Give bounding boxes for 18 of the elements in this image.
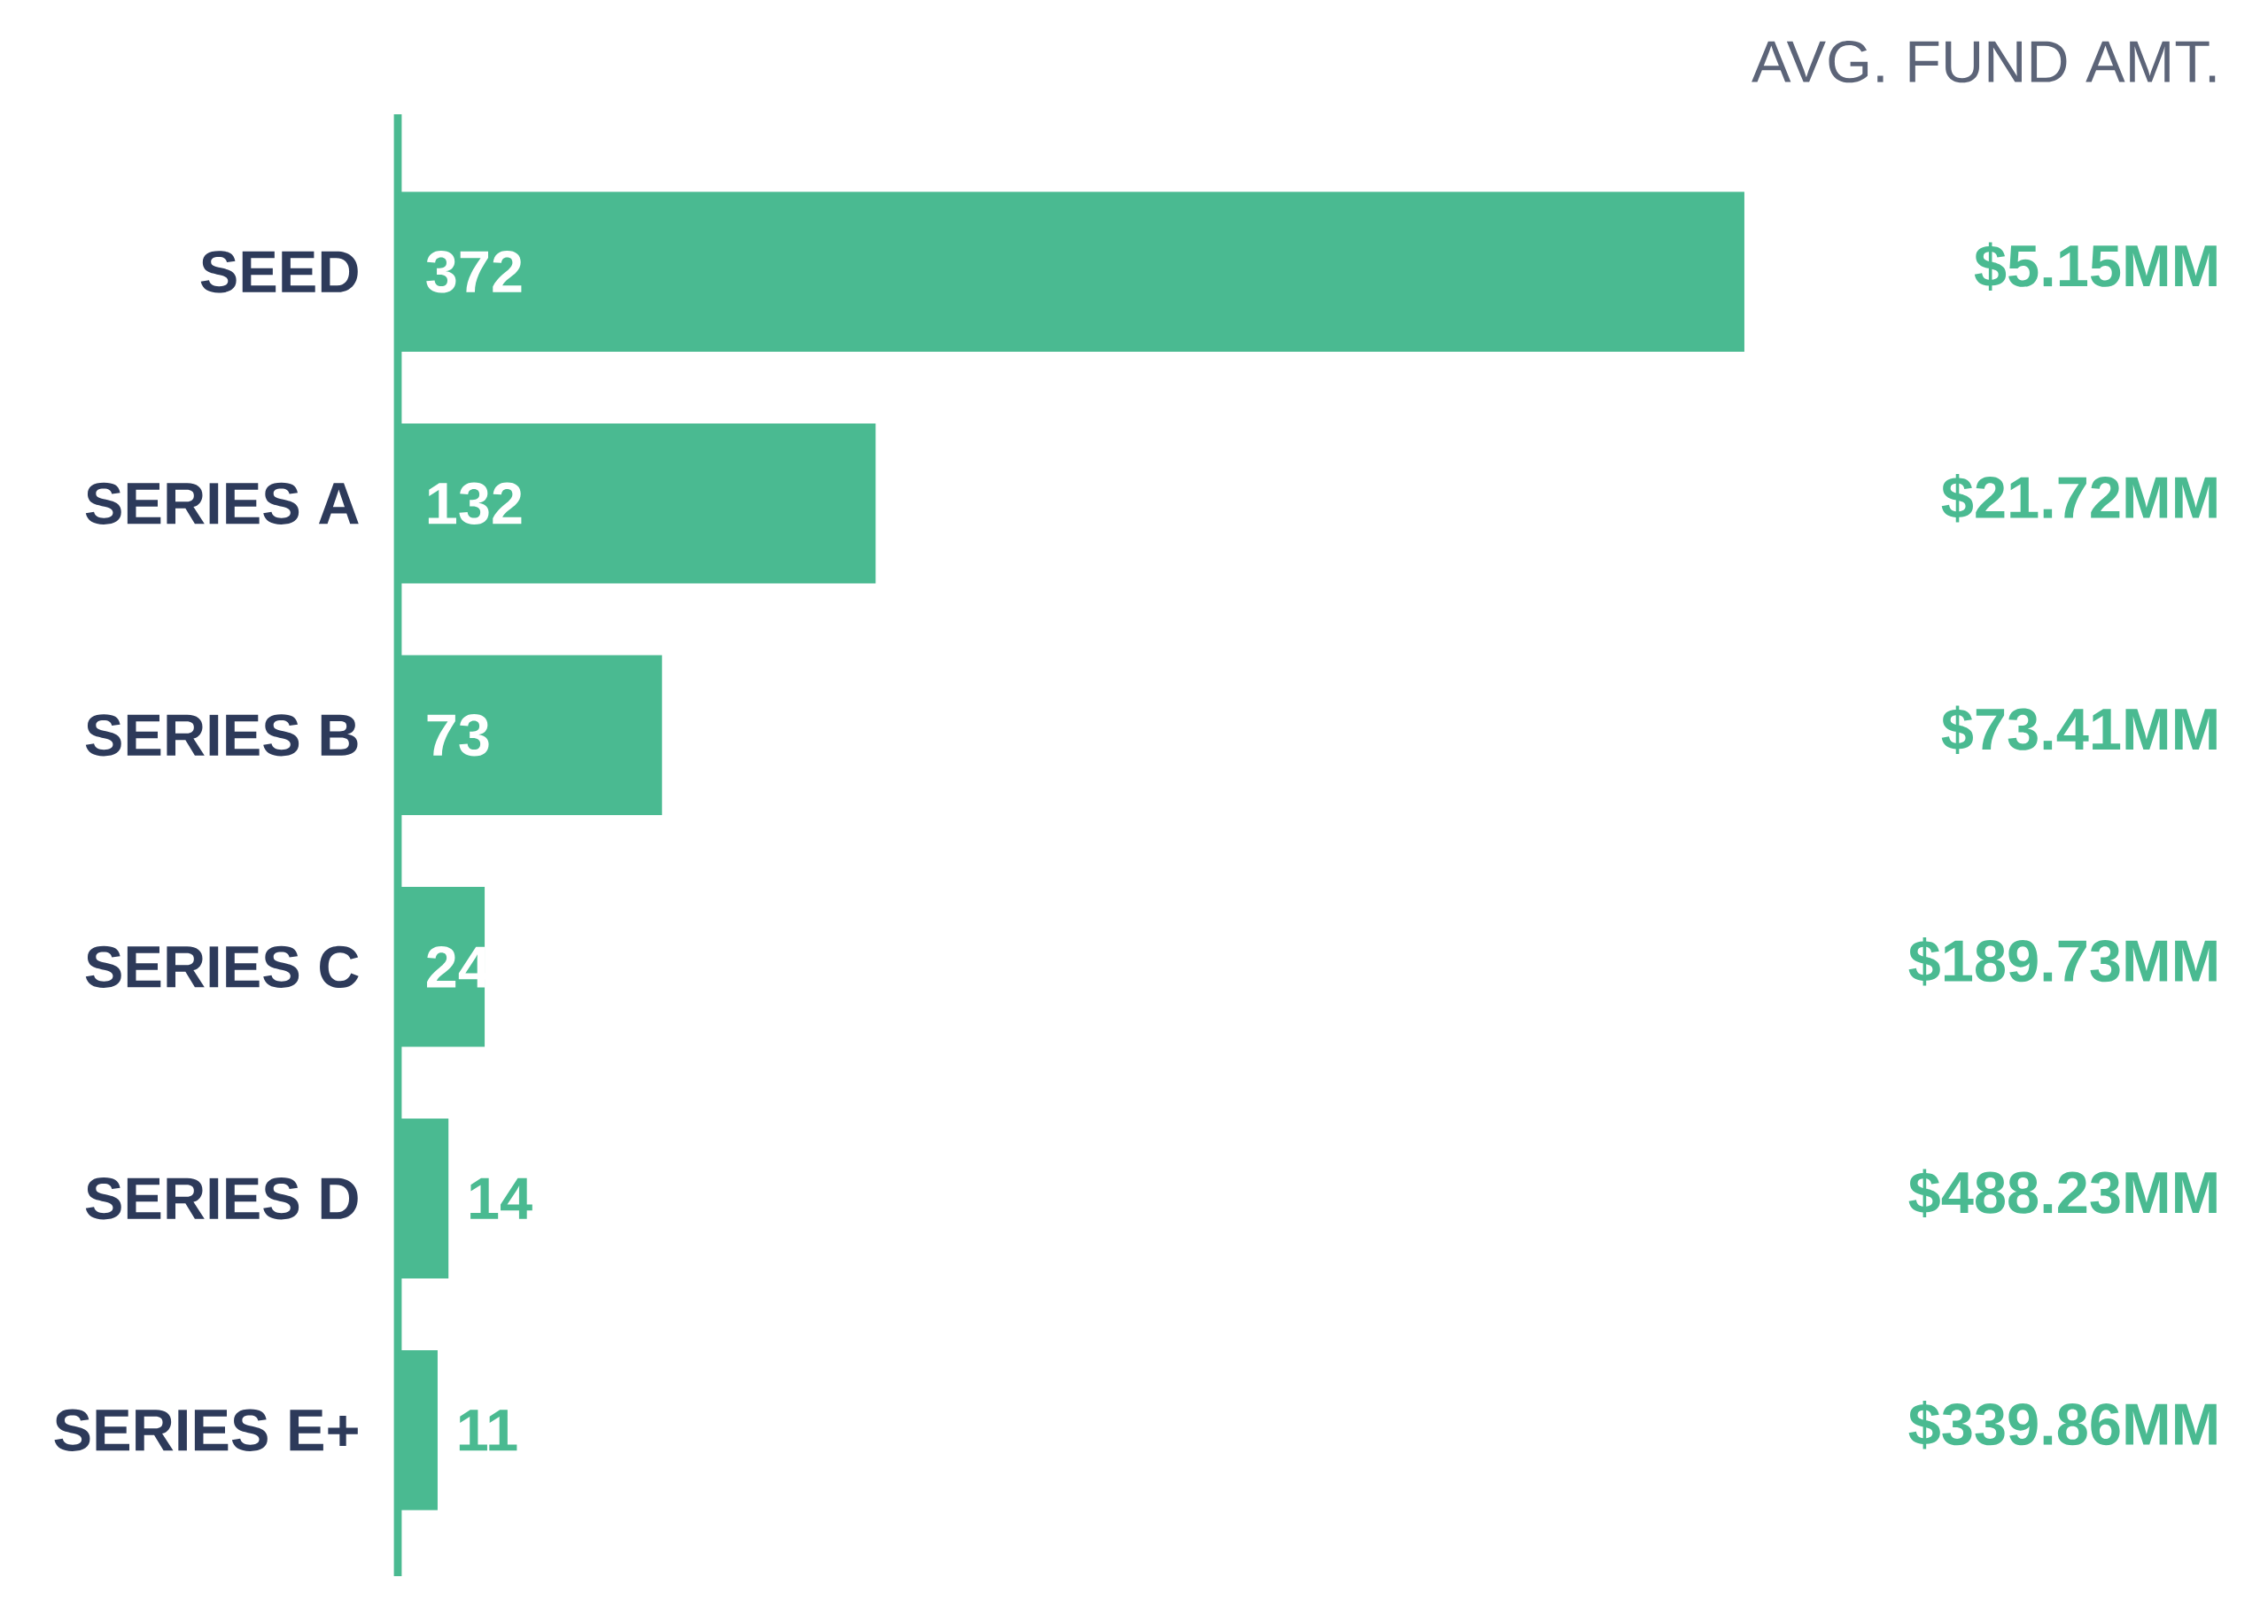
y-tick-label: SERIES A xyxy=(85,482,359,524)
y-tick-label: SEED xyxy=(200,251,358,293)
text: $5.15MM xyxy=(1974,242,2217,291)
data-label: 73 xyxy=(427,714,489,757)
y-tick-label: SERIES E+ xyxy=(54,1409,358,1451)
y-tick-label: SERIES B xyxy=(85,714,358,757)
y-tick-label: SERIES C xyxy=(85,945,359,988)
data-label: 11 xyxy=(459,1410,517,1451)
y-tick-label: SERIES D xyxy=(85,1177,358,1220)
text: AVG. FUND AMT. xyxy=(1751,40,2216,83)
data-label: 372 xyxy=(426,251,522,293)
text: $488.23MM xyxy=(1908,1169,2217,1218)
text: $73.41MM xyxy=(1941,705,2217,755)
data-label: 14 xyxy=(470,1177,532,1219)
text: $339.86MM xyxy=(1908,1401,2217,1449)
text: $189.73MM xyxy=(1908,937,2217,986)
text: $21.72MM xyxy=(1941,474,2217,523)
data-label: 132 xyxy=(428,482,522,524)
